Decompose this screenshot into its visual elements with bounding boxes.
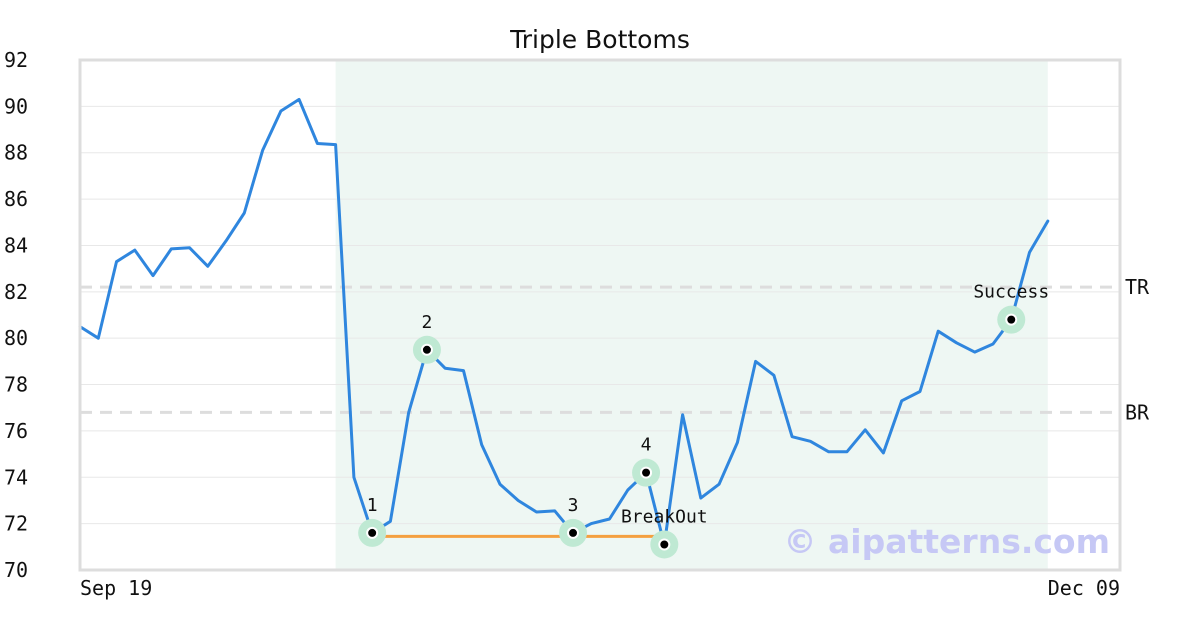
- point-label: 4: [641, 435, 652, 456]
- point-label: 1: [367, 495, 378, 516]
- gridlines-layer: [80, 59, 1120, 571]
- point-label: BreakOut: [621, 507, 708, 528]
- point-marker: [366, 526, 379, 539]
- point-label: 3: [568, 495, 579, 516]
- chart-title: Triple Bottoms: [509, 25, 690, 54]
- point-label: 2: [422, 312, 433, 333]
- point-marker: [420, 343, 433, 356]
- x-tick-label: Sep 19: [80, 576, 152, 600]
- point-marker: [658, 538, 671, 551]
- pattern-points-layer: 1 2 3 4 BreakOut Success: [358, 282, 1049, 559]
- y-tick-label: 82: [4, 280, 28, 304]
- price-line-layer: [78, 97, 1050, 546]
- pattern-region-layer: [335, 60, 1048, 570]
- level-label: TR: [1125, 275, 1150, 299]
- watermark: © aipatterns.com: [784, 522, 1110, 561]
- axes-layer: 70 72 74 76 78 80 82 84 86 88 90 92 Sep 19 Dec 09: [4, 48, 1122, 600]
- y-tick-label: 74: [4, 465, 28, 489]
- y-tick-label: 84: [4, 233, 28, 257]
- point-marker: [640, 466, 653, 479]
- price-line: [78, 97, 1050, 546]
- point-marker: [1005, 313, 1018, 326]
- x-tick-label: Dec 09: [1048, 576, 1120, 600]
- y-tick-label: 70: [4, 558, 28, 582]
- y-tick-label: 78: [4, 373, 28, 397]
- level-label: BR: [1125, 400, 1150, 424]
- y-tick-label: 72: [4, 512, 28, 536]
- point-label: Success: [973, 282, 1049, 303]
- levels-layer: TR BR: [80, 275, 1150, 424]
- point-marker: [567, 526, 580, 539]
- y-tick-label: 92: [4, 48, 28, 72]
- y-tick-label: 88: [4, 141, 28, 165]
- y-tick-label: 76: [4, 419, 28, 443]
- y-tick-label: 86: [4, 187, 28, 211]
- pattern-region: [335, 60, 1048, 570]
- y-tick-label: 80: [4, 326, 28, 350]
- plot-frame: [78, 58, 1122, 572]
- y-tick-label: 90: [4, 94, 28, 118]
